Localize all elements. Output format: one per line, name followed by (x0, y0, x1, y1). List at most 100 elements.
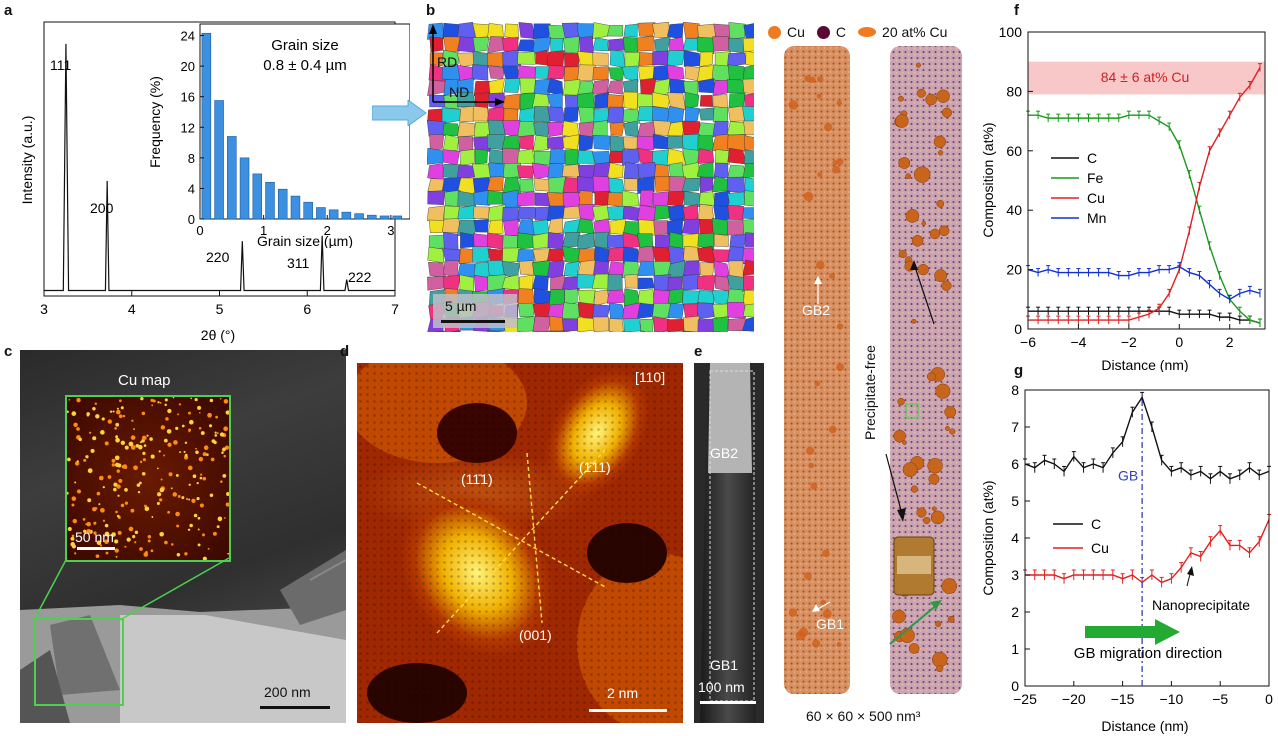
f-xlabel: Distance (nm) (1101, 357, 1188, 372)
f-xtick-label: 2 (1226, 334, 1234, 350)
xrd-xlabel: 2θ (°) (201, 327, 235, 343)
g-series-line-c (1024, 395, 1270, 480)
c-scale-box (242, 680, 342, 718)
f-ytick-label: 60 (1006, 143, 1022, 159)
xrd-xtick-label: 3 (40, 301, 48, 317)
apt-legend: Cu C 20 at% Cu (768, 24, 947, 40)
apt-gb2-label: GB2 (802, 302, 831, 318)
f-frame (1027, 31, 1266, 330)
g-xtick-label: −20 (1062, 691, 1086, 707)
g-xtick-label: −10 (1160, 691, 1184, 707)
g-ytick-label: 8 (1011, 382, 1019, 398)
f-xtick-label: −2 (1121, 334, 1137, 350)
f-ytick-label: 0 (1014, 321, 1022, 337)
d-scale-label: 2 nm (607, 685, 639, 701)
g-ytick-label: 6 (1011, 456, 1019, 472)
hist-xtick-label: 0 (196, 223, 203, 238)
gb-label: GB (1118, 468, 1138, 484)
hist-title: Grain size (271, 37, 339, 54)
panel-letter-a: a (4, 2, 13, 19)
migration-label: GB migration direction (1074, 645, 1222, 662)
c-roi-box (34, 618, 124, 706)
cu-map-label: Cu map (118, 372, 171, 389)
xrd-ylabel: Intensity (a.u.) (19, 116, 35, 205)
g-ytick-label: 7 (1011, 419, 1019, 435)
hist-ytick-label: 20 (181, 59, 195, 74)
hist-ytick-label: 12 (181, 120, 195, 135)
rd-nd-axes (429, 24, 505, 106)
e-scale-label: 100 nm (698, 679, 745, 695)
c-legend-dot (816, 25, 830, 39)
b-scalebar (441, 320, 505, 323)
f-series-line-c (1028, 310, 1261, 324)
hist-bar (392, 215, 403, 220)
g-xtick-label: −15 (1111, 691, 1135, 707)
c-scalebar (260, 706, 330, 709)
g-ytick-label: 5 (1011, 493, 1019, 509)
tem-image: 50 nm Cu map 200 nm (20, 350, 346, 723)
hist-xtick-label: 1 (260, 223, 267, 238)
hist-bar (201, 32, 212, 220)
apt-volume-label: 60 × 60 × 500 nm³ (806, 708, 921, 724)
b-scale-label: 5 µm (445, 298, 477, 314)
apt-column-c (890, 46, 962, 694)
e-scalebar (700, 701, 756, 704)
panel-letter-d: d (340, 343, 350, 360)
panel-letter-b: b (426, 2, 436, 19)
hist-value: 0.8 ± 0.4 µm (263, 57, 347, 74)
hist-ytick-label: 0 (188, 212, 195, 227)
hist-bar (239, 157, 250, 220)
f-xtick-label: −4 (1070, 334, 1086, 350)
peak-label-311: 311 (287, 255, 310, 271)
g-ytick-label: 1 (1011, 641, 1019, 657)
plane-label-3: (001) (519, 627, 552, 643)
f-series-line-fe (1028, 114, 1261, 324)
arrow-a-to-b (372, 100, 427, 126)
f-ytick-label: 20 (1006, 262, 1022, 278)
zone-axis-label: [110] (635, 369, 666, 385)
ebsd-map: RD ND 5 µm (427, 22, 754, 332)
cu-legend-dot (768, 25, 781, 39)
plane-label-2: (1̄11) (579, 459, 611, 475)
panel-letter-c: c (4, 343, 13, 360)
hist-bar (367, 214, 377, 220)
g-xtick-label: −5 (1212, 691, 1228, 707)
hist-bar (227, 136, 237, 220)
cu-map-inset: 50 nm (65, 395, 231, 562)
e-gb2-label: GB2 (710, 445, 739, 461)
g-ytick-label: 0 (1011, 678, 1019, 694)
g-ylabel: Composition (at%) (980, 480, 996, 595)
hist-xlabel: Grain size (µm) (257, 233, 353, 248)
composition-profile-f: 0 20 40 60 80 100 −6 −4 −2 0 2 84 ± 6 at% Cu C Fe C… (980, 24, 1266, 372)
hist-ytick-label: 8 (188, 151, 195, 166)
migration-arrow (1085, 619, 1180, 645)
precip-free-label: Precipitate-free (862, 345, 878, 440)
apt-reconstructions (784, 46, 962, 694)
hist-ytick-label: 4 (188, 181, 195, 196)
hist-ytick-label: 16 (181, 90, 195, 105)
hist-bar (316, 207, 326, 220)
g-legend-label: Cu (1091, 540, 1109, 556)
f-ylabel: Composition (at%) (980, 122, 996, 237)
g-xtick-label: −25 (1013, 691, 1037, 707)
plane-line-2 (416, 482, 608, 589)
f-band-label: 84 ± 6 at% Cu (1101, 69, 1190, 85)
g-ytick-label: 4 (1011, 530, 1019, 546)
plane-line-3 (526, 452, 543, 624)
composition-profile-g: 0 1 2 3 4 5 6 7 8 −25 −20 −15 −10 −5 0 GB C Cu Nanopre… (980, 382, 1273, 734)
hist-xtick-label: 3 (387, 223, 394, 238)
panel-letter-f: f (1014, 2, 1019, 19)
f-legend-label: Mn (1087, 210, 1106, 226)
e-gb1-label: GB1 (710, 657, 739, 673)
apt-legend-c: C (835, 24, 847, 40)
cu-band (1028, 61, 1265, 95)
c-scale-label: 200 nm (264, 684, 311, 700)
hist-ytick-label: 24 (181, 29, 195, 44)
panel-letter-e: e (694, 343, 703, 360)
f-xtick-label: −6 (1020, 334, 1036, 350)
apt-column-cu (784, 46, 850, 694)
peak-label-111: 111 (50, 57, 71, 73)
peak-label-220: 220 (206, 249, 230, 265)
f-ytick-label: 40 (1006, 202, 1022, 218)
